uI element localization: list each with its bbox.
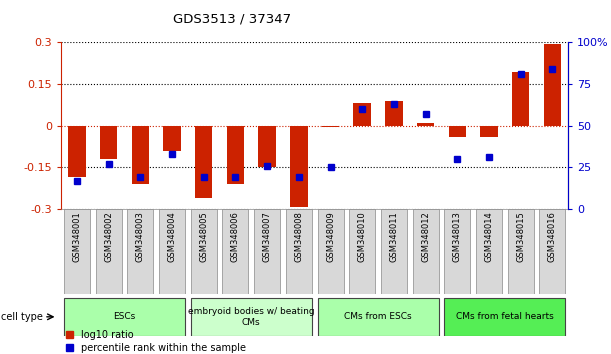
Bar [480,126,498,137]
Bar [127,209,153,294]
Bar [227,126,244,184]
Bar [322,126,339,127]
Text: GSM348005: GSM348005 [199,211,208,262]
Bar [68,126,86,177]
Text: GSM348009: GSM348009 [326,211,335,262]
Bar [286,209,312,294]
Bar [318,298,439,336]
Text: GSM348006: GSM348006 [231,211,240,262]
Bar [444,298,565,336]
Bar [476,209,502,294]
Text: GSM348007: GSM348007 [263,211,272,262]
Bar [159,209,185,294]
Text: cell type: cell type [1,312,43,322]
Bar [64,298,185,336]
Bar [417,123,434,126]
Text: GSM348016: GSM348016 [548,211,557,262]
Bar [412,209,439,294]
Bar [544,44,561,126]
Bar [290,126,307,207]
Bar [131,126,149,184]
Bar [448,126,466,137]
Text: GSM348008: GSM348008 [295,211,303,262]
Text: embryoid bodies w/ beating
CMs: embryoid bodies w/ beating CMs [188,307,315,326]
Text: ESCs: ESCs [114,312,136,321]
Text: GSM348010: GSM348010 [357,211,367,262]
Bar [191,209,217,294]
Text: CMs from fetal hearts: CMs from fetal hearts [456,312,554,321]
Bar [540,209,565,294]
Legend: log10 ratio, percentile rank within the sample: log10 ratio, percentile rank within the … [66,330,246,353]
Text: CMs from ESCs: CMs from ESCs [344,312,412,321]
Bar [254,209,280,294]
Text: GSM348011: GSM348011 [389,211,398,262]
Bar [381,209,407,294]
Bar [354,103,371,126]
Bar [444,209,470,294]
Bar [508,209,533,294]
Bar [64,209,90,294]
Bar [191,298,312,336]
Bar [258,126,276,167]
Bar [512,72,529,126]
Bar [96,209,122,294]
Bar [195,126,213,198]
Bar [385,101,403,126]
Text: GDS3513 / 37347: GDS3513 / 37347 [173,12,291,25]
Text: GSM348003: GSM348003 [136,211,145,262]
Bar [222,209,249,294]
Text: GSM348014: GSM348014 [485,211,494,262]
Text: GSM348013: GSM348013 [453,211,462,262]
Bar [100,126,117,159]
Text: GSM348012: GSM348012 [421,211,430,262]
Text: GSM348004: GSM348004 [167,211,177,262]
Text: GSM348002: GSM348002 [104,211,113,262]
Bar [163,126,181,151]
Bar [318,209,343,294]
Text: GSM348015: GSM348015 [516,211,525,262]
Text: GSM348001: GSM348001 [73,211,81,262]
Bar [349,209,375,294]
